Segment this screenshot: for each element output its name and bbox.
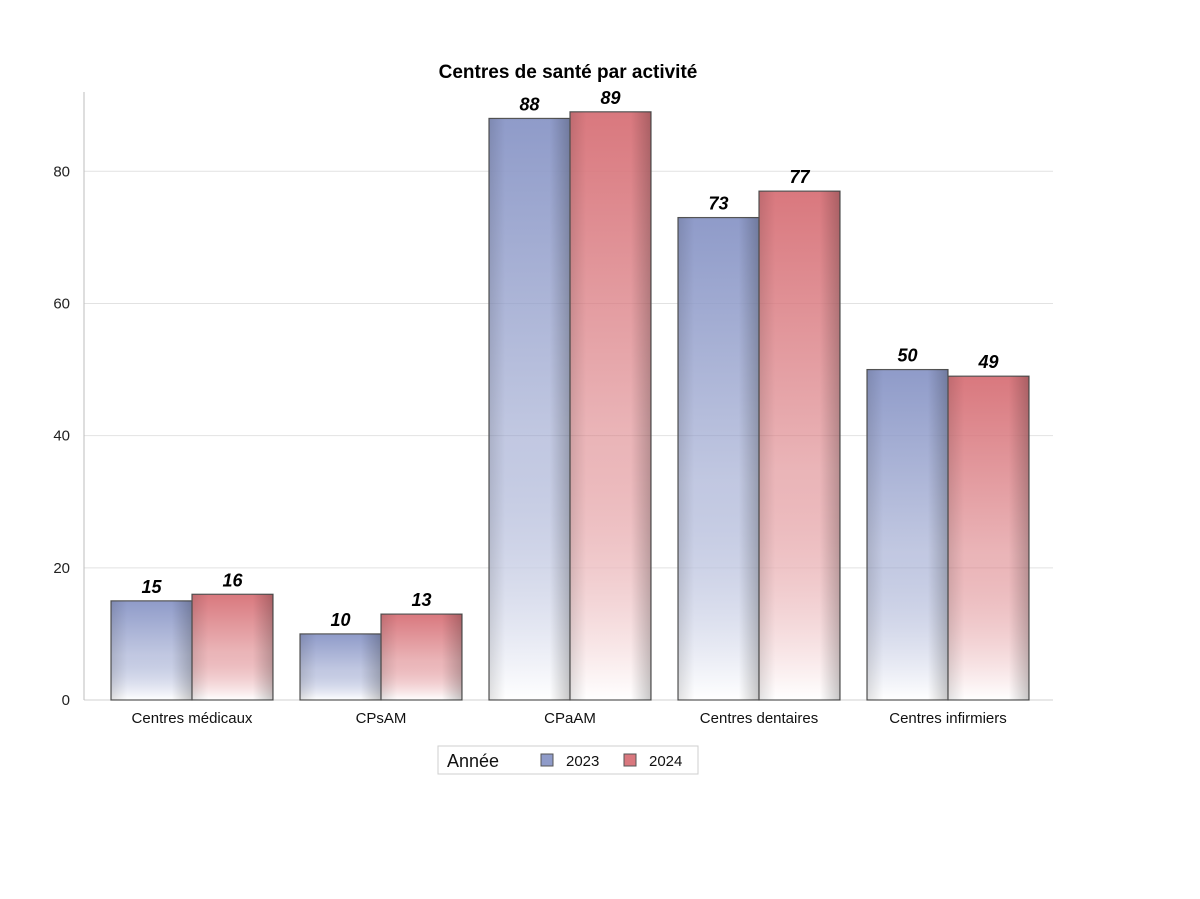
legend-frame	[437, 745, 699, 775]
y-tick-label: 20	[53, 560, 70, 577]
x-tick-label: Centres dentaires	[700, 710, 818, 727]
x-tick-label: CPsAM	[356, 710, 407, 727]
y-tick-label: 60	[53, 295, 70, 312]
legend-swatch-2023	[540, 753, 554, 767]
y-tick-label: 40	[53, 428, 70, 445]
bars	[110, 111, 1030, 701]
data-label: 49	[977, 352, 998, 372]
data-label: 10	[330, 610, 350, 630]
bar-shading	[111, 600, 192, 700]
chart-title: Centres de santé par activité	[439, 62, 698, 83]
y-tick-label: 80	[53, 163, 70, 180]
legend-label-2024: 2024	[649, 753, 682, 770]
bar-shading	[570, 111, 651, 700]
data-labels: 15 16 10 13 88 89 73 77 50 49	[141, 88, 998, 630]
bar-shading	[867, 369, 948, 700]
bar-shading	[948, 376, 1029, 700]
legend: Année 2023 2024	[437, 745, 699, 775]
x-tick-label: Centres médicaux	[132, 710, 253, 727]
x-tick-label: CPaAM	[544, 710, 596, 727]
bar-shading	[759, 191, 840, 700]
bar-shading	[381, 614, 462, 700]
y-tick-label: 0	[62, 692, 70, 709]
bar-shading	[192, 594, 273, 700]
x-axis-labels: Centres médicaux CPsAM CPaAM Centres dentai…	[132, 710, 1007, 727]
y-axis: 0 20 40 60 80	[53, 92, 85, 709]
bar-shading	[300, 633, 381, 700]
data-label: 16	[222, 570, 243, 590]
bar-shading	[489, 118, 570, 700]
data-label: 13	[411, 590, 431, 610]
data-label: 89	[600, 88, 620, 108]
bar-shading	[678, 217, 759, 700]
data-label: 15	[141, 577, 162, 597]
data-label: 88	[519, 94, 539, 114]
data-label: 73	[708, 194, 728, 214]
data-label: 77	[789, 167, 810, 187]
data-label: 50	[897, 346, 917, 366]
legend-label-2023: 2023	[566, 753, 599, 770]
legend-swatch-2024	[623, 753, 637, 767]
x-tick-label: Centres infirmiers	[889, 710, 1007, 727]
legend-title: Année	[447, 751, 499, 771]
